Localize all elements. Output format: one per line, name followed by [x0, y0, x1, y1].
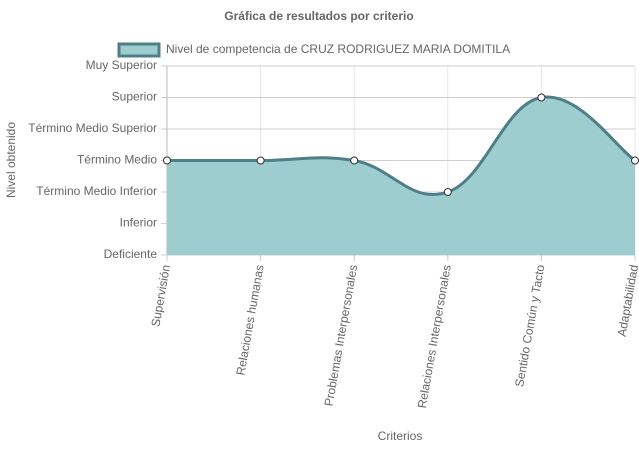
y-tick-label: Superior [112, 90, 157, 104]
x-tick-label: Relaciones humanas [233, 264, 266, 377]
x-tick-label: Problemas Interpersonales [322, 264, 361, 408]
x-tick-label: Supervisión [148, 264, 173, 328]
area-fill [167, 97, 635, 255]
point [256, 156, 265, 165]
y-tick-label: Término Medio Inferior [36, 184, 157, 198]
point [443, 188, 452, 196]
y-tick-label: Término Medio Superior [28, 121, 157, 135]
x-tick-label: Relaciones Interpersonales [415, 264, 454, 410]
y-tick-label: Inferior [120, 216, 157, 230]
x-axis-label: Criterios [378, 429, 423, 443]
x-tick-label: Sentido Común y Tacto [512, 263, 547, 388]
legend-swatch [117, 42, 161, 58]
y-axis-label: Nivel obtenido [4, 122, 18, 198]
point [631, 156, 639, 165]
chart-title: Gráfica de resultados por criterio [224, 9, 413, 23]
point [537, 93, 546, 102]
y-tick-label: Muy Superior [86, 58, 157, 72]
point [350, 156, 359, 165]
point [163, 156, 171, 165]
y-tick-label: Deficiente [104, 247, 158, 261]
y-tick-label: Término Medio [77, 153, 157, 167]
legend-label: Nivel de competencia de CRUZ RODRIGUEZ M… [166, 42, 510, 56]
x-tick-label: Adaptabilidad [615, 264, 639, 338]
